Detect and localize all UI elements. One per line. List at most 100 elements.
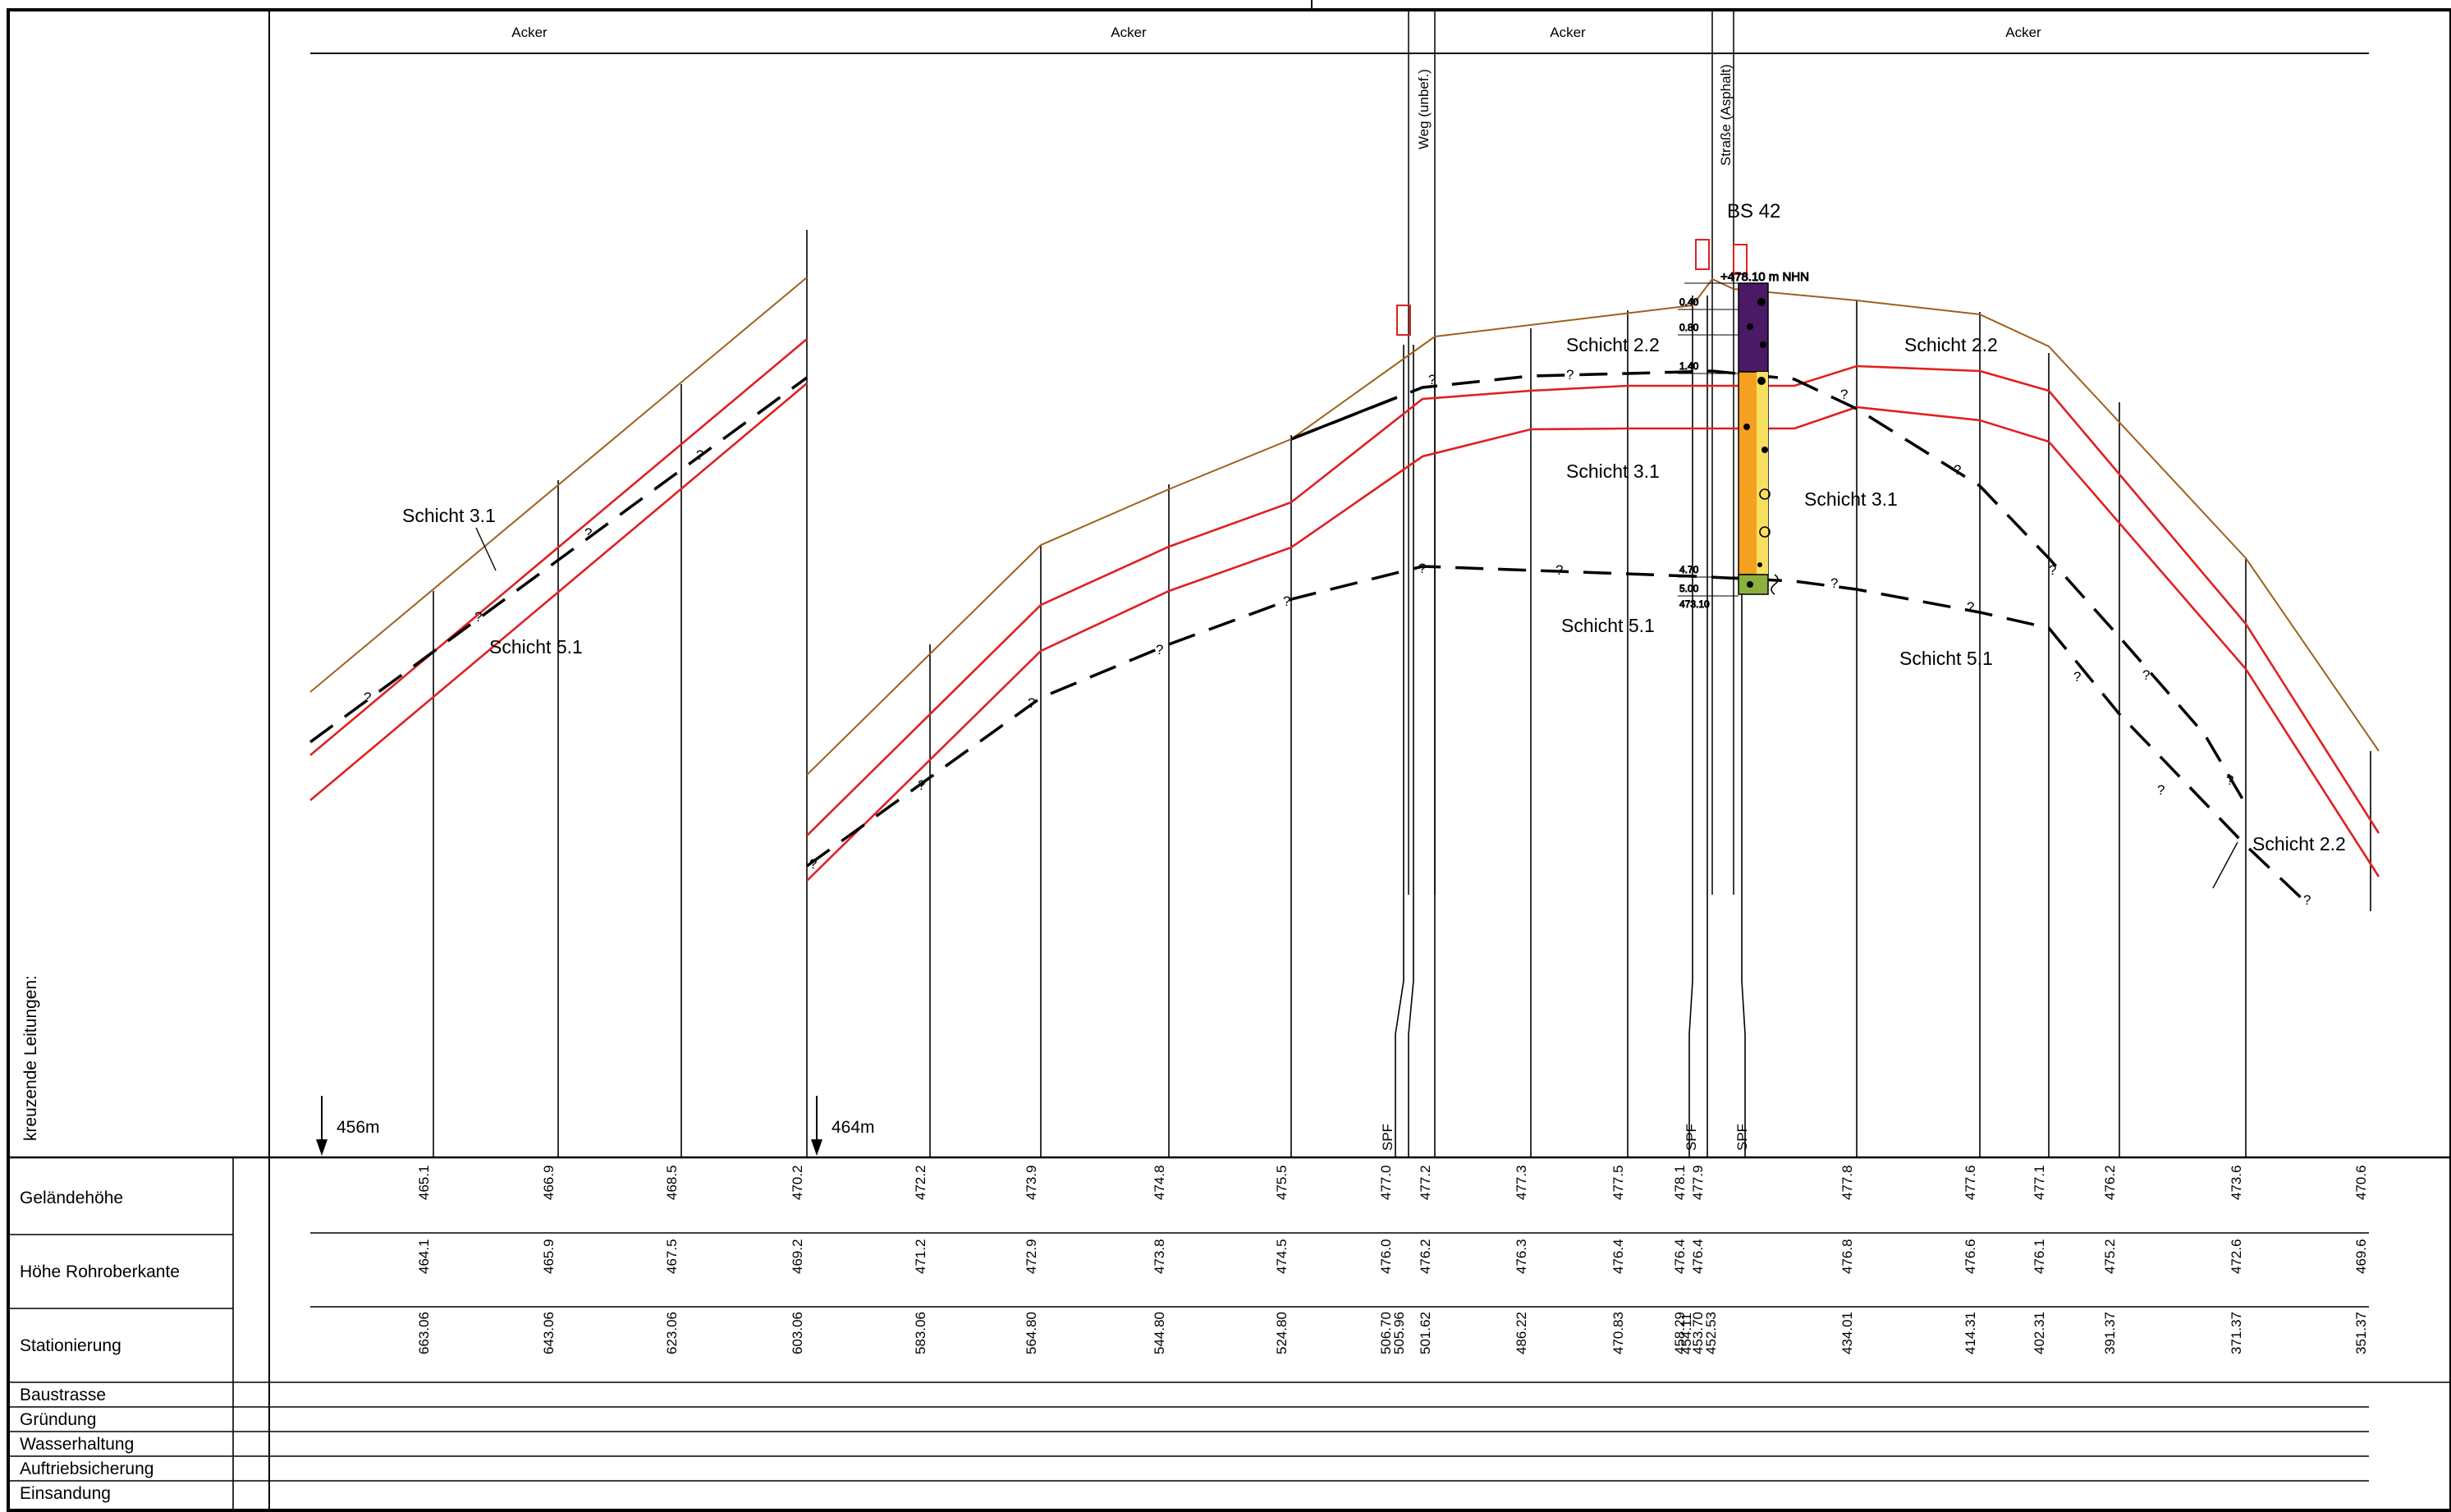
station-value: 476.4 [1672,1239,1688,1274]
station-value: 475.5 [1274,1165,1290,1200]
depth-4-70: 4.70 [1679,564,1699,575]
station-value: 475.2 [2102,1239,2118,1274]
svg-text:?: ? [1830,575,1838,591]
svg-text:?: ? [584,525,592,541]
station-value: 454.11 [1679,1313,1694,1354]
station-value: 391.37 [2102,1312,2118,1354]
land-use-label-4: Acker [2005,25,2041,40]
station-value: 501.62 [1418,1312,1433,1354]
drawing-frame [7,0,2451,1512]
svg-text:?: ? [1555,562,1563,578]
land-use-label-2: Acker [1111,25,1147,40]
svg-text:?: ? [364,690,371,705]
station-value: 466.9 [541,1165,557,1200]
station-value: 477.0 [1378,1165,1394,1200]
depth-5-00: 5.00 [1679,583,1699,594]
svg-text:?: ? [2157,782,2165,798]
station-lines [433,230,2371,1157]
row-label-dewatering: Wasserhaltung [20,1435,134,1454]
depth-0-80: 0.80 [1679,322,1699,333]
borehole-column [1738,282,1779,595]
svg-text:?: ? [1418,561,1426,576]
station-value: 663.06 [416,1312,432,1354]
borehole-elevation: +478.10 m NHN [1720,270,1809,284]
svg-text:?: ? [474,609,482,625]
row-label-construction-route: Baustrasse [20,1386,106,1404]
section-markers: 456m 464m [316,1096,875,1156]
layer-label: Schicht 3.1 [402,505,496,526]
row-label-buoyancy-protection: Auftriebsicherung [20,1459,153,1478]
layer-label: Schicht 2.2 [2252,833,2346,855]
depth-base: 473.10 [1679,598,1710,610]
station-value: 465.1 [416,1165,432,1200]
svg-text:?: ? [1156,642,1163,657]
spf-labels: SPF SPF SPF [1380,1124,1750,1151]
row-label-foundation: Gründung [20,1410,96,1429]
layer-label: Schicht 5.1 [1561,615,1655,636]
station-value: 544.80 [1152,1312,1167,1354]
crossing-label-path: Weg (unbef.) [1416,69,1432,149]
station-value: 453.70 [1690,1312,1706,1354]
position-markers [1396,239,1748,336]
station-value: 351.37 [2353,1312,2369,1354]
station-value: 476.4 [1690,1239,1706,1274]
station-value: 371.37 [2229,1312,2244,1354]
svg-text:?: ? [2073,669,2081,685]
section-marker-456: 456m [337,1118,380,1137]
station-value: 470.2 [790,1165,805,1200]
station-value: 402.31 [2032,1312,2047,1354]
station-value: 469.6 [2353,1239,2369,1274]
station-value: 477.6 [1963,1165,1978,1200]
station-value: 472.9 [1024,1239,1039,1274]
svg-text:?: ? [1283,593,1290,609]
svg-text:?: ? [2049,562,2056,578]
svg-text:SPF: SPF [1684,1124,1699,1151]
svg-text:?: ? [918,777,925,793]
station-value: 476.3 [1514,1239,1529,1274]
station-value: 474.5 [1274,1239,1290,1274]
station-value: 469.2 [790,1239,805,1274]
layer-label: Schicht 5.1 [489,636,583,657]
station-value: 472.6 [2229,1239,2244,1274]
crossing-label-road: Straße (Asphalt) [1718,64,1734,166]
land-use-label-3: Acker [1550,25,1586,40]
row-label-terrain-height: Geländehöhe [20,1189,123,1207]
station-value: 473.9 [1024,1165,1039,1200]
layer-label: Schicht 3.1 [1566,460,1660,482]
station-value: 470.6 [2353,1165,2369,1200]
station-value: 477.8 [1839,1165,1855,1200]
station-value: 474.8 [1152,1165,1167,1200]
svg-text:?: ? [809,856,817,872]
row-label-station: Stationierung [20,1336,121,1355]
station-value: 473.6 [2229,1165,2244,1200]
row-label-sand-bedding: Einsandung [20,1484,111,1503]
terrain-line [309,277,2380,776]
station-value: 486.22 [1514,1312,1529,1354]
station-value: 623.06 [664,1312,680,1354]
station-value: 505.96 [1391,1312,1407,1354]
station-value: 477.1 [2032,1165,2047,1200]
station-value: 458.29 [1672,1312,1688,1354]
row-label-pipe-top: Höhe Rohroberkante [20,1262,180,1281]
depth-0-40: 0.40 [1679,296,1699,308]
svg-text:?: ? [1566,367,1574,383]
svg-text:SPF: SPF [1380,1124,1395,1151]
station-value: 465.9 [541,1239,557,1274]
svg-text:?: ? [1840,387,1848,402]
station-value: 506.70 [1378,1312,1394,1354]
svg-text:?: ? [2142,667,2150,683]
station-value: 476.0 [1378,1239,1394,1274]
station-value: 476.2 [1418,1239,1433,1274]
crossing-lines-label: kreuzende Leitungen: [21,975,40,1141]
layer-labels: Schicht 3.1 Schicht 5.1 Schicht 2.2 Schi… [402,334,2346,855]
svg-text:?: ? [2226,772,2233,788]
station-value: 477.5 [1610,1165,1626,1200]
svg-text:?: ? [1028,695,1035,711]
svg-text:?: ? [696,447,703,463]
station-value: 468.5 [664,1165,680,1200]
station-value: 414.31 [1963,1312,1978,1354]
station-value: 467.5 [664,1239,680,1274]
station-values: 465.1 464.1 663.06 466.9 465.9 643.06 468.5 467… [416,1165,2369,1354]
svg-text:?: ? [1954,462,1961,478]
station-value: 477.9 [1690,1165,1706,1200]
